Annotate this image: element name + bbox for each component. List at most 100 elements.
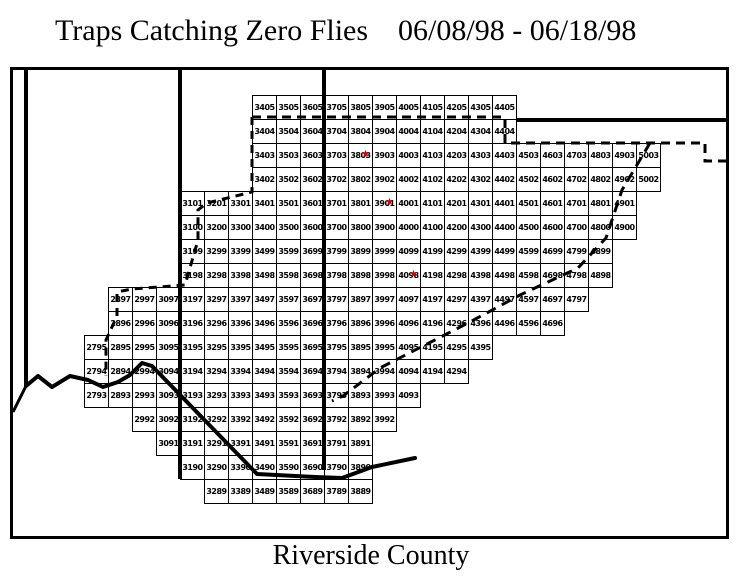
grid-cell: 3392 (228, 407, 253, 432)
grid-cell: 3597 (276, 287, 301, 312)
grid-cell: 3696 (300, 311, 325, 336)
grid-cell: 2897 (108, 287, 133, 312)
grid-cell: 3402 (252, 167, 277, 192)
grid-cell: 3602 (300, 167, 325, 192)
grid-cell: 3299 (204, 239, 229, 264)
grid-cell: 4902 (612, 167, 637, 192)
grid-cell: 3605 (300, 95, 325, 120)
grid-cell: 3293 (204, 383, 229, 408)
grid-cell: 3891 (348, 431, 373, 456)
county-map: 3405 3505 3605 3705 3805 3905 4005 4105 4205 4305… (10, 67, 729, 539)
grid-cell: 3395 (228, 335, 253, 360)
grid-cell: 4002 (396, 167, 421, 192)
grid-cell: 3698 (300, 263, 325, 288)
grid-cell: 3703 (324, 143, 349, 168)
grid-cell: 3491 (252, 431, 277, 456)
grid-cell: 3600 (300, 215, 325, 240)
county-label: Riverside County (272, 540, 470, 571)
grid-cell: 4802 (588, 167, 613, 192)
grid-cell: 3695 (300, 335, 325, 360)
grid-cell: 4399 (468, 239, 493, 264)
grid-cell: 3801 (348, 191, 373, 216)
grid-cell: 4501 (516, 191, 541, 216)
grid-cell: 3997 (372, 287, 397, 312)
grid-cell: 3694 (300, 359, 325, 384)
grid-cell: 4403 (492, 143, 517, 168)
grid-cell: 4093 (396, 383, 421, 408)
grid-cell: 4696 (540, 311, 565, 336)
grid-cell: 3590 (276, 455, 301, 480)
grid-cell: 4304 (468, 119, 493, 144)
grid-cell: 3505 (276, 95, 301, 120)
grid-cell: 4303 (468, 143, 493, 168)
grid-cell: 3397 (228, 287, 253, 312)
grid-cell: 3598 (276, 263, 301, 288)
grid-cell: 3190 (180, 455, 205, 480)
grid-cell: 3592 (276, 407, 301, 432)
grid-cell: 4800 (588, 215, 613, 240)
grid-cell: 3398 (228, 263, 253, 288)
grid-cell: 4200 (444, 215, 469, 240)
grid-cell: 3495 (252, 335, 277, 360)
grid-cell: 3802 (348, 167, 373, 192)
grid-cell: 3894 (348, 359, 373, 384)
grid-cell: 3504 (276, 119, 301, 144)
grid-cell: 3497 (252, 287, 277, 312)
trap-grid: 3405 3505 3605 3705 3805 3905 4005 4105 4205 4305… (13, 70, 726, 536)
grid-cell: 3500 (276, 215, 301, 240)
grid-cell: 4201 (444, 191, 469, 216)
grid-cell: 3498 (252, 263, 277, 288)
grid-cell: 4702 (564, 167, 589, 192)
grid-cell: 3792 (324, 407, 349, 432)
grid-cell: 3699 (300, 239, 325, 264)
grid-cell: 3494 (252, 359, 277, 384)
grid-cell: 3289 (204, 479, 229, 504)
grid-cell: 3604 (300, 119, 325, 144)
grid-cell: 3300 (228, 215, 253, 240)
grid-cell: 3394 (228, 359, 253, 384)
grid-cell: 3297 (204, 287, 229, 312)
grid-cell: 3804 (348, 119, 373, 144)
grid-cell: 4598 (516, 263, 541, 288)
grid-cell: 4700 (564, 215, 589, 240)
grid-cell: 3593 (276, 383, 301, 408)
grid-cell: 4803 (588, 143, 613, 168)
grid-cell: 4503 (516, 143, 541, 168)
grid-cell: 4799 (564, 239, 589, 264)
grid-cell: 3992 (372, 407, 397, 432)
grid-cell: 2794 (84, 359, 109, 384)
grid-cell: 3490 (252, 455, 277, 480)
grid-cell: 3799 (324, 239, 349, 264)
grid-cell: 3890 (348, 455, 373, 480)
grid-cell: 4398 (468, 263, 493, 288)
grid-cell: 4000 (396, 215, 421, 240)
grid-cell: 4401 (492, 191, 517, 216)
grid-cell: 5002 (636, 167, 661, 192)
grid-cell: 3803 (348, 143, 373, 168)
grid-cell: 4300 (468, 215, 493, 240)
grid-cell: 4003 (396, 143, 421, 168)
grid-cell: 3589 (276, 479, 301, 504)
grid-cell: 3290 (204, 455, 229, 480)
grid-cell: 4402 (492, 167, 517, 192)
grid-cell: 4100 (420, 215, 445, 240)
grid-cell: 4498 (492, 263, 517, 288)
grid-cell: 4098 (396, 263, 421, 288)
page-header: Traps Catching Zero Flies 06/08/98 - 06/… (0, 14, 742, 48)
grid-cell: 4404 (492, 119, 517, 144)
grid-cell: 3295 (204, 335, 229, 360)
grid-cell: 3389 (228, 479, 253, 504)
grid-cell: 4297 (444, 287, 469, 312)
grid-cell: 4195 (420, 335, 445, 360)
grid-cell: 4698 (540, 263, 565, 288)
grid-cell: 3791 (324, 431, 349, 456)
grid-cell: 3701 (324, 191, 349, 216)
grid-cell: 2793 (84, 383, 109, 408)
grid-cell: 3800 (348, 215, 373, 240)
date-range: 06/08/98 - 06/18/98 (398, 14, 637, 47)
grid-cell: 4305 (468, 95, 493, 120)
grid-cell: 4496 (492, 311, 517, 336)
grid-cell: 3704 (324, 119, 349, 144)
grid-cell: 2997 (132, 287, 157, 312)
grid-cell: 3994 (372, 359, 397, 384)
